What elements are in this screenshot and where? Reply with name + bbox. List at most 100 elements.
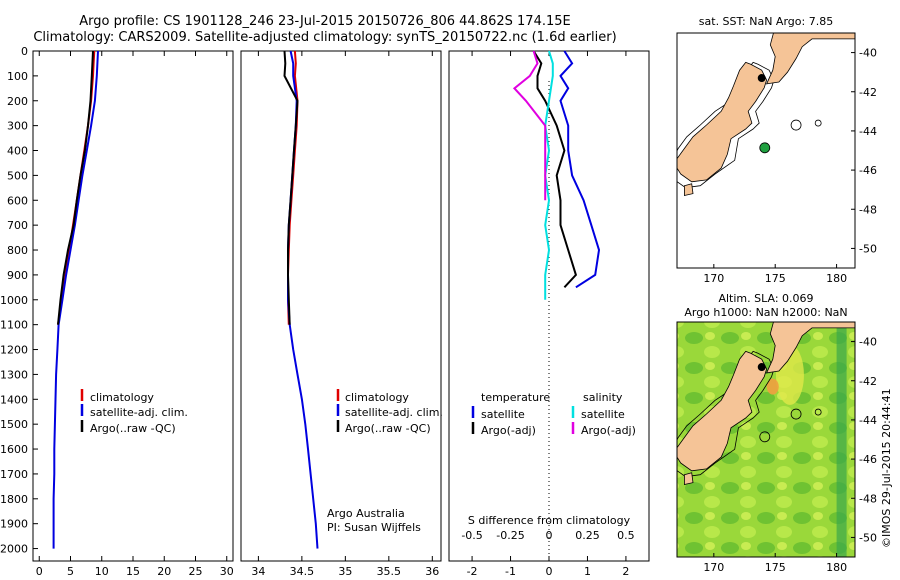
y-tick-label: -44 (859, 414, 877, 427)
legend-label-0: climatology (90, 391, 154, 404)
y-tick-label: 500 (7, 169, 28, 182)
map-area (677, 33, 855, 196)
y-tick-label: 300 (7, 120, 28, 133)
stewart-island (684, 183, 694, 196)
imos-timestamp: ©IMOS 29-Jul-2015 20:44:41 (880, 388, 893, 548)
difference-panel: -2-1012T difference from climatology-0.5… (448, 50, 650, 580)
x-tick-label: 20 (157, 565, 171, 578)
legend-label-1: Argo(-adj) (481, 424, 536, 437)
credit-line-2: PI: Susan Wijffels (327, 521, 421, 534)
salinity-tick-label: 0.5 (617, 529, 635, 542)
x-tick-label: 2 (622, 565, 629, 578)
y-tick-label: 600 (7, 194, 28, 207)
track-marker (757, 74, 766, 83)
legend-label-0: climatology (345, 391, 409, 404)
x-tick-label: 15 (126, 565, 140, 578)
x-tick-label: 180 (826, 272, 847, 285)
y-tick-label: -42 (859, 375, 877, 388)
map-frame (676, 321, 856, 558)
y-tick-label: -42 (859, 86, 877, 99)
salinity-axis-label: S difference from climatology (468, 514, 631, 527)
x-tick-label: 34 (251, 565, 265, 578)
y-tick-label: -46 (859, 164, 877, 177)
shelf-contour (677, 61, 775, 189)
x-tick-label: 0 (36, 565, 43, 578)
series-line-3 (512, 50, 547, 201)
x-tick-label: 175 (765, 272, 786, 285)
y-tick-label: 1800 (0, 493, 28, 506)
chatham-islands (814, 119, 822, 127)
y-tick-label: -48 (859, 492, 877, 505)
salinity-tick-label: -0.25 (496, 529, 524, 542)
sla-map-title-1: Altim. SLA: 0.069 (718, 292, 813, 305)
y-tick-label: -48 (859, 203, 877, 216)
x-tick-label: 5 (67, 565, 74, 578)
x-tick-label: 180 (826, 561, 847, 574)
legend-label-1: satellite-adj. clim. (345, 406, 443, 419)
plot-frame (240, 50, 442, 562)
legend-label-2: Argo(..raw -QC) (90, 422, 176, 435)
x-tick-label: -2 (467, 565, 478, 578)
x-tick-label: 36 (425, 565, 439, 578)
sla-map-title-2: Argo h1000: NaN h2000: NaN (684, 306, 847, 319)
x-tick-label: 0 (546, 565, 553, 578)
salinity-tick-label: 0 (546, 529, 553, 542)
legend-label-0: satellite (481, 408, 525, 421)
chatham-rise-contour (790, 119, 802, 131)
x-tick-label: 10 (95, 565, 109, 578)
map-area (677, 322, 855, 557)
y-tick-label: 1400 (0, 393, 28, 406)
x-tick-label: 170 (703, 561, 724, 574)
south-island (677, 350, 768, 472)
x-tick-label: 170 (703, 272, 724, 285)
x-tick-label: 175 (765, 561, 786, 574)
y-tick-label: -46 (859, 453, 877, 466)
salinity-tick-label: 0.25 (575, 529, 600, 542)
track-marker (757, 363, 766, 372)
y-tick-label: -40 (859, 47, 877, 60)
x-tick-label: 25 (189, 565, 203, 578)
y-tick-label: 900 (7, 269, 28, 282)
y-tick-label: 1200 (0, 344, 28, 357)
x-tick-label: 34.5 (290, 565, 315, 578)
plot-frame (32, 50, 234, 562)
sla-peak (766, 378, 779, 395)
chatham-islands (814, 408, 822, 416)
y-tick-label: 200 (7, 95, 28, 108)
x-tick-label: -1 (505, 565, 516, 578)
y-tick-label: 1900 (0, 518, 28, 531)
y-tick-label: 1300 (0, 368, 28, 381)
x-tick-label: 30 (220, 565, 234, 578)
y-tick-label: 2000 (0, 543, 28, 556)
argo-float-marker (759, 431, 771, 443)
salinity-panel: 3434.53535.536salinityclimatologysatelli… (240, 50, 443, 580)
title-line-1: Argo profile: CS 1901128_246 23-Jul-2015… (79, 14, 571, 29)
credit-line-1: Argo Australia (327, 507, 405, 520)
legend-label-3: Argo(-adj) (581, 424, 636, 437)
series-line-1 (532, 50, 578, 288)
chatham-rise-contour (790, 408, 802, 420)
legend-title-temperature: temperature (481, 391, 550, 404)
y-tick-label: 1600 (0, 443, 28, 456)
sst-map-panel: 170 175 180 -40 -42 -44 -46 -48 -50 sat. SST: NaN… (676, 15, 877, 285)
y-tick-label: -40 (859, 336, 877, 349)
north-island (765, 33, 855, 85)
stewart-island (684, 472, 694, 485)
legend-title-salinity: salinity (583, 391, 623, 404)
series-line-2 (283, 50, 299, 325)
y-tick-label: 1700 (0, 468, 28, 481)
legend-label-1: satellite-adj. clim. (90, 406, 188, 419)
title-line-2: Climatology: CARS2009. Satellite-adjuste… (33, 30, 617, 45)
y-tick-label: 100 (7, 70, 28, 83)
north-island (765, 322, 855, 374)
y-tick-label: 400 (7, 145, 28, 158)
sst-map-title: sat. SST: NaN Argo: 7.85 (699, 15, 833, 28)
y-tick-label: -44 (859, 125, 877, 138)
series-line-0 (559, 50, 601, 289)
y-tick-label: 1000 (0, 294, 28, 307)
y-tick-label: -50 (859, 242, 877, 255)
y-tick-label: -50 (859, 531, 877, 544)
argo-float-marker (759, 142, 771, 154)
series-line-2 (57, 50, 94, 325)
